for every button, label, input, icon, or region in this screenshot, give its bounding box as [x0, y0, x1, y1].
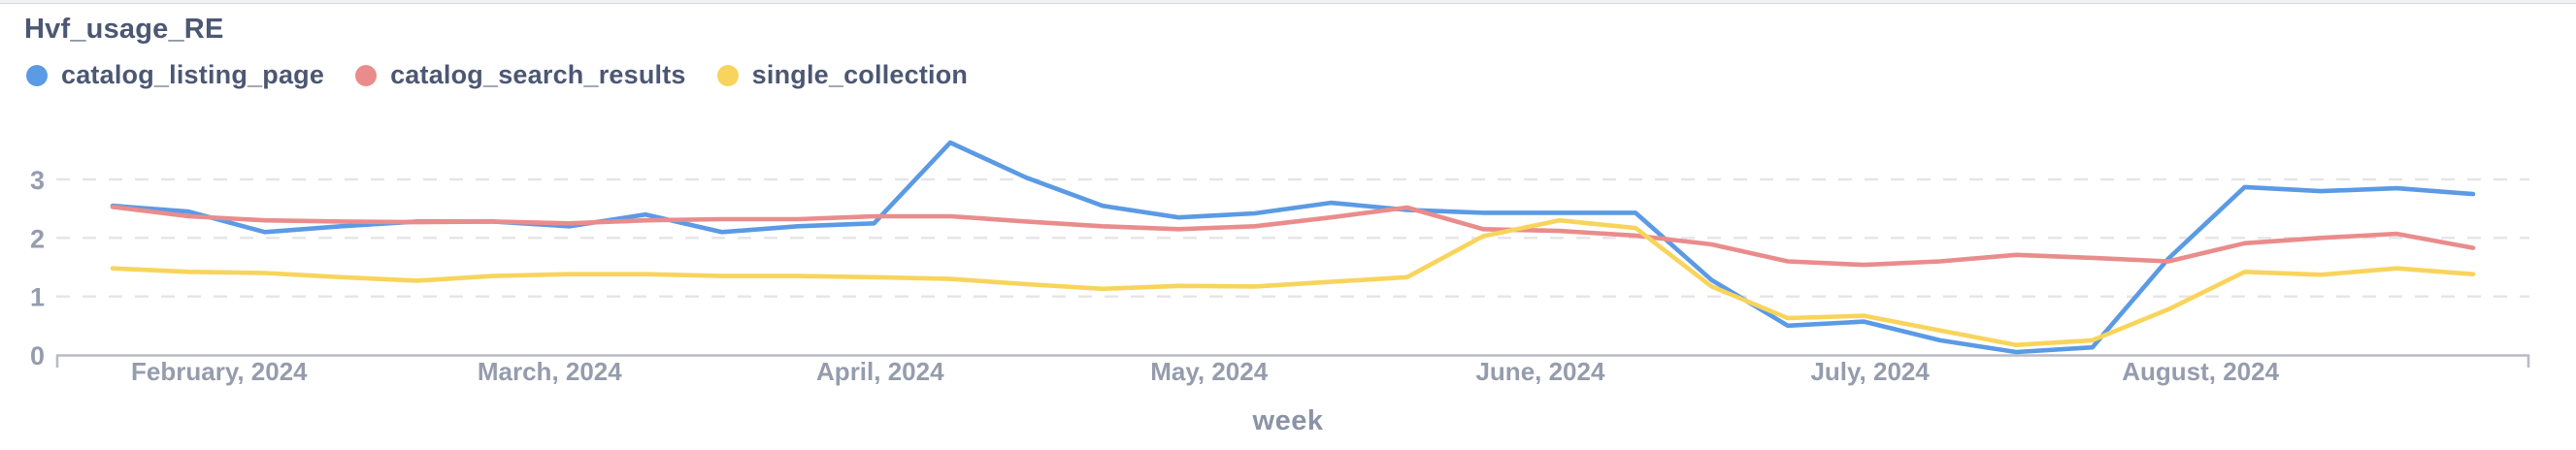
x-axis-tick-label: June, 2024: [1475, 357, 1605, 386]
x-axis-title: week: [1252, 405, 1324, 436]
legend-item-label: single_collection: [751, 60, 969, 89]
line-chart-plot-area[interactable]: 0 1 2 3 February, 2024 March, 2024 April, 2024…: [0, 92, 2576, 407]
x-axis-tick-label: February, 2024: [131, 357, 308, 386]
legend-item-label: catalog_listing_page: [61, 60, 325, 89]
y-axis-tick-label: 1: [30, 283, 45, 312]
legend: catalog_listing_page catalog_search_resu…: [26, 60, 968, 90]
legend-item-catalog-listing-page[interactable]: catalog_listing_page: [26, 60, 324, 90]
x-axis-tick-label: July, 2024: [1810, 357, 1930, 386]
legend-item-label: catalog_search_results: [390, 60, 686, 89]
series-line-catalog_listing_page[interactable]: [110, 140, 2476, 355]
legend-item-single-collection[interactable]: single_collection: [716, 60, 969, 90]
card-top-border: [0, 0, 2576, 4]
x-axis-tick-label: August, 2024: [2122, 357, 2279, 386]
x-axis-tick-label: March, 2024: [478, 357, 622, 386]
legend-dot-icon: [716, 64, 739, 86]
x-axis-tick-label: April, 2024: [816, 357, 944, 386]
y-axis-tick-label: 3: [30, 166, 45, 195]
series-line-catalog_search_results[interactable]: [110, 205, 2476, 268]
y-axis-tick-label: 2: [30, 224, 45, 253]
y-axis-tick-label: 0: [30, 341, 45, 370]
legend-item-catalog-search-results[interactable]: catalog_search_results: [355, 60, 686, 90]
x-axis-tick-label: May, 2024: [1150, 357, 1268, 386]
legend-dot-icon: [26, 64, 48, 86]
page-title[interactable]: Hvf_usage_RE: [24, 14, 224, 45]
series-line-single_collection[interactable]: [110, 217, 2476, 348]
legend-dot-icon: [355, 64, 378, 86]
